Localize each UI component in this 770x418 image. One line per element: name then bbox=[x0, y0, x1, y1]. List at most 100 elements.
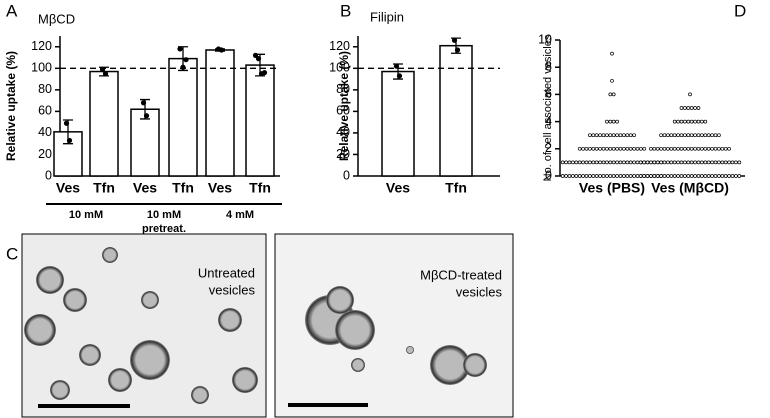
dot bbox=[645, 174, 650, 178]
dot bbox=[703, 133, 708, 138]
dot bbox=[696, 174, 701, 178]
y-tick-label: 80 bbox=[336, 82, 350, 96]
dot bbox=[622, 174, 626, 178]
data-point bbox=[143, 113, 150, 119]
dot bbox=[628, 160, 633, 165]
dot bbox=[706, 160, 711, 165]
dot bbox=[611, 146, 616, 151]
y-tick-label: 100 bbox=[31, 61, 52, 75]
dot bbox=[588, 146, 592, 151]
dot bbox=[649, 174, 653, 178]
dot bbox=[652, 174, 657, 178]
dot bbox=[683, 119, 687, 124]
dot bbox=[737, 174, 742, 178]
y-tick-label: 0 bbox=[45, 168, 52, 182]
dot bbox=[696, 119, 701, 124]
dot bbox=[706, 133, 711, 138]
dot bbox=[723, 146, 728, 151]
dot bbox=[659, 174, 663, 178]
y-tick-label: 40 bbox=[336, 125, 350, 139]
dot bbox=[679, 174, 684, 178]
dot bbox=[615, 160, 619, 165]
dot bbox=[611, 92, 616, 97]
dot bbox=[601, 146, 606, 151]
data-point bbox=[261, 70, 268, 76]
dot bbox=[615, 146, 619, 151]
dot bbox=[574, 174, 579, 178]
dot bbox=[608, 174, 613, 178]
x-tick-label: Ves bbox=[56, 180, 80, 196]
data-point bbox=[180, 64, 186, 70]
dot bbox=[713, 174, 718, 178]
image-caption: MβCD-treated bbox=[420, 267, 502, 282]
data-point bbox=[454, 47, 461, 53]
group-label: 10 mM pretreat. bbox=[142, 209, 186, 235]
x-tick-label: Tfn bbox=[172, 180, 194, 196]
dot bbox=[611, 174, 616, 178]
dot bbox=[683, 106, 687, 110]
dot bbox=[666, 146, 670, 151]
dot bbox=[638, 160, 643, 165]
dot bbox=[588, 174, 592, 178]
panel-title: Filipin bbox=[370, 9, 404, 24]
dot bbox=[689, 174, 694, 178]
dot bbox=[720, 174, 725, 178]
dot bbox=[659, 133, 663, 138]
dot bbox=[693, 160, 697, 165]
panel-letter: D bbox=[734, 1, 746, 20]
dot bbox=[632, 160, 636, 165]
dot bbox=[638, 174, 643, 178]
dot bbox=[635, 146, 640, 151]
dot bbox=[608, 133, 613, 138]
dot bbox=[615, 119, 619, 124]
y-tick-label: 0 bbox=[343, 168, 350, 182]
dot bbox=[700, 133, 704, 138]
dot bbox=[683, 146, 687, 151]
y-axis-label: Relative uptake (%) bbox=[337, 51, 351, 161]
bar bbox=[89, 70, 119, 177]
dot bbox=[683, 160, 687, 165]
y-tick-label: 8 bbox=[545, 59, 552, 73]
dot bbox=[672, 119, 677, 124]
dot bbox=[713, 133, 718, 138]
dot bbox=[611, 119, 616, 124]
bar bbox=[439, 44, 473, 177]
dot bbox=[591, 174, 596, 178]
dot bbox=[676, 133, 680, 138]
dot bbox=[669, 174, 674, 178]
dot bbox=[672, 133, 677, 138]
dot bbox=[703, 174, 708, 178]
dot bbox=[618, 133, 623, 138]
dot bbox=[723, 160, 728, 165]
y-tick-label: 20 bbox=[38, 147, 52, 161]
dot bbox=[610, 51, 614, 56]
y-axis-label: No. of cell associated vesicles bbox=[542, 34, 554, 181]
dot bbox=[605, 146, 609, 151]
dot bbox=[686, 146, 691, 151]
dot bbox=[601, 133, 606, 138]
x-tick-label: Ves bbox=[208, 180, 232, 196]
dot bbox=[605, 160, 609, 165]
dot bbox=[676, 119, 680, 124]
dot bbox=[622, 160, 626, 165]
dot bbox=[584, 174, 589, 178]
dot bbox=[635, 160, 640, 165]
dot bbox=[588, 160, 592, 165]
dot bbox=[679, 160, 684, 165]
bar bbox=[130, 108, 160, 177]
dot bbox=[659, 160, 663, 165]
data-point bbox=[177, 46, 183, 52]
bar bbox=[205, 49, 235, 177]
dot bbox=[686, 174, 691, 178]
dot bbox=[564, 160, 568, 165]
dot bbox=[574, 160, 579, 165]
dot bbox=[584, 160, 589, 165]
y-tick-label: 20 bbox=[336, 147, 350, 161]
dot bbox=[686, 133, 691, 138]
dot bbox=[700, 174, 704, 178]
dot bbox=[693, 133, 697, 138]
dot bbox=[639, 146, 643, 151]
dot bbox=[594, 160, 599, 165]
dot bbox=[666, 160, 670, 165]
dot bbox=[645, 160, 650, 165]
